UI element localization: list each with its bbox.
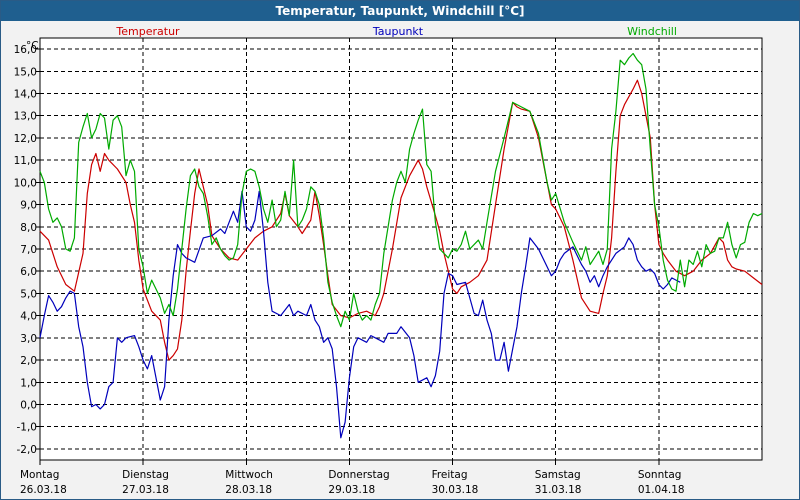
- x-weekday-label: Montag: [20, 469, 59, 481]
- grid: [40, 38, 762, 460]
- legend-temperatur: Temperatur: [115, 25, 180, 38]
- x-date-label: 01.04.18: [638, 484, 685, 496]
- y-tick-label: 14,0: [14, 89, 37, 101]
- y-tick-label: 9,0: [20, 200, 37, 212]
- y-tick-label: -1,0: [17, 422, 38, 434]
- chart-title: Temperatur, Taupunkt, Windchill [°C]: [1, 1, 799, 21]
- y-tick-label: 15,0: [14, 66, 37, 78]
- x-weekday-label: Samstag: [535, 469, 581, 481]
- y-tick-label: 7,0: [20, 244, 37, 256]
- y-tick-label: 5,0: [20, 288, 37, 300]
- x-date-label: 26.03.18: [20, 484, 67, 496]
- x-date-label: 29.03.18: [328, 484, 375, 496]
- y-tick-label: 3,0: [20, 333, 37, 345]
- series-line-taupunkt: [39, 190, 681, 439]
- x-axis: Montag 26.03.18 Dienstag 27.03.18 Mittwoch 28…: [20, 460, 685, 496]
- y-tick-label: 6,0: [20, 266, 37, 278]
- x-date-label: 30.03.18: [432, 484, 479, 496]
- y-tick-label: 1,0: [20, 377, 37, 389]
- x-date-label: 31.03.18: [535, 484, 582, 496]
- series-group: [39, 52, 763, 439]
- y-axis: -2,0 -1,0 0,0 1,0 2,0 3,0 4,0 5,0 6,0 7,0 8,0 9,0 10…: [14, 44, 40, 456]
- y-tick-label: 11,0: [14, 155, 37, 167]
- y-tick-label: 8,0: [20, 222, 37, 234]
- y-tick-label: -2,0: [17, 444, 38, 456]
- series-line-temperatur: [39, 79, 763, 361]
- y-tick-label: 16,0: [14, 44, 37, 56]
- series-line-windchill: [39, 52, 763, 328]
- y-tick-label: 0,0: [20, 399, 37, 411]
- y-tick-label: 4,0: [20, 311, 37, 323]
- x-weekday-label: Dienstag: [122, 469, 169, 481]
- legend-windchill: Windchill: [627, 25, 677, 38]
- x-date-label: 27.03.18: [122, 484, 169, 496]
- x-date-label: 28.03.18: [225, 484, 272, 496]
- x-weekday-label: Donnerstag: [328, 469, 389, 481]
- y-tick-label: 10,0: [14, 177, 37, 189]
- y-tick-label: 13,0: [14, 111, 37, 123]
- y-tick-label: 2,0: [20, 355, 37, 367]
- x-weekday-label: Sonntag: [638, 469, 682, 481]
- legend: Temperatur Taupunkt Windchill: [115, 25, 677, 38]
- x-weekday-label: Freitag: [432, 469, 468, 481]
- legend-taupunkt: Taupunkt: [372, 25, 424, 38]
- y-unit-label: °C: [26, 40, 39, 52]
- x-weekday-label: Mittwoch: [225, 469, 273, 481]
- y-tick-label: 12,0: [14, 133, 37, 145]
